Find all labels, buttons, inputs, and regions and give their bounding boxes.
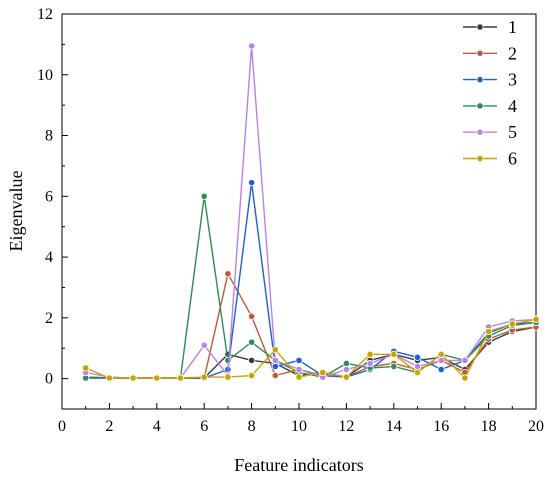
data-point [295,365,303,374]
y-tick-label: 2 [45,310,53,327]
x-tick-label: 20 [528,418,544,435]
series-line [85,318,537,380]
data-point [532,315,540,323]
x-tick-label: 16 [433,418,449,435]
data-point [437,365,445,374]
series-2 [82,270,540,382]
data-point [319,368,327,377]
y-tick-label: 12 [37,6,53,23]
data-point [342,359,350,368]
series-5 [82,42,540,382]
x-tick-label: 8 [248,418,256,435]
legend-item: 6 [463,149,517,169]
data-point [437,350,445,358]
x-tick-label: 12 [338,418,354,435]
data-point [295,356,303,364]
legend-marker [476,102,484,110]
data-point [366,350,374,358]
x-tick-label: 14 [386,418,402,435]
series-line [85,45,537,379]
series-line [85,271,537,379]
data-point [271,356,279,364]
legend-marker [476,154,484,163]
data-point [484,327,493,336]
data-point [413,368,422,377]
legend-label: 6 [508,149,517,169]
y-tick-label: 0 [45,371,53,388]
data-point [390,350,398,358]
data-point [413,353,422,361]
data-point [82,364,90,372]
data-point [342,373,350,381]
data-point [224,270,232,278]
data-point [129,374,137,382]
data-point [105,374,114,382]
series-line [85,182,537,379]
x-tick-label: 2 [105,418,113,435]
legend-marker [476,49,484,57]
data-point [508,320,516,328]
legend-marker [476,128,484,136]
y-axis-title: Eigenvalue [6,171,26,252]
data-point [248,371,256,380]
data-point [248,42,256,50]
plot-frame [61,13,537,410]
x-tick-label: 10 [291,418,307,435]
data-point [248,338,256,346]
data-point [366,359,374,368]
legend-label: 1 [508,17,517,37]
legend-item: 2 [463,43,517,63]
legend-marker [476,23,484,31]
series-layer [82,42,540,382]
data-point [248,356,256,364]
data-point [461,374,469,382]
legend-label: 2 [508,43,517,63]
legend-label: 3 [508,70,517,90]
data-point [295,373,303,381]
data-point [224,356,232,364]
series-6 [82,315,540,382]
legend-marker [476,76,484,84]
data-point [271,371,279,380]
data-point [271,362,279,371]
data-point [153,374,161,382]
legend-item: 4 [463,96,517,116]
legend-item: 1 [463,17,517,37]
y-tick-label: 10 [37,67,53,84]
x-tick-label: 4 [153,418,161,435]
y-tick-label: 4 [45,249,53,266]
data-point [461,356,469,364]
data-point [200,341,208,349]
data-point [248,312,256,320]
legend-label: 4 [508,96,517,116]
legend: 1 2 3 4 5 6 [463,17,517,169]
series-line [85,196,537,379]
data-point [413,362,422,371]
series-3 [82,179,540,382]
data-point [342,365,350,374]
legend-item: 3 [463,70,517,90]
x-tick-label: 18 [481,418,497,435]
legend-item: 5 [463,122,517,142]
x-tick-label: 6 [200,418,208,435]
y-tick-label: 6 [45,188,53,205]
data-point [224,373,232,381]
data-point [437,356,445,364]
data-point [271,346,279,354]
y-tick-label: 8 [45,128,53,145]
data-point [390,362,398,371]
data-point [248,179,256,187]
x-axis-title: Feature indicators [234,455,363,475]
legend-label: 5 [508,122,517,142]
data-point [200,192,208,200]
x-tick-label: 0 [58,418,66,435]
data-point [200,373,208,381]
data-point [176,374,185,382]
